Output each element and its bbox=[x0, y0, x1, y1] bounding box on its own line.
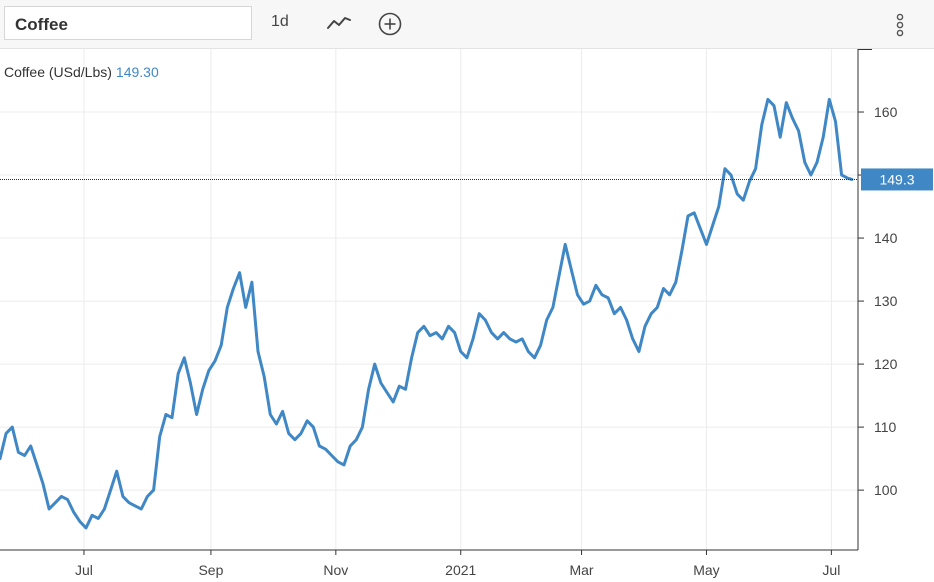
plus-circle-icon bbox=[378, 12, 402, 36]
more-menu-button[interactable] bbox=[892, 12, 908, 40]
price-chart[interactable]: Jul Sep Nov 2021 Mar May Jul 100 110 120 130 140 16… bbox=[0, 49, 934, 582]
y-tick-label: 160 bbox=[874, 104, 898, 120]
chart-legend: Coffee (USd/Lbs) 149.30 bbox=[4, 64, 159, 80]
y-axis: 100 110 120 130 140 160 bbox=[857, 49, 898, 550]
x-axis: Jul Sep Nov 2021 Mar May Jul bbox=[0, 549, 858, 578]
chart-grid bbox=[0, 49, 858, 550]
last-price-marker: 149.3 bbox=[0, 168, 933, 191]
x-tick-label: Jul bbox=[822, 562, 840, 578]
legend-label: Coffee (USd/Lbs) bbox=[4, 64, 112, 80]
price-series bbox=[0, 97, 854, 530]
last-price-label: 149.3 bbox=[879, 171, 914, 187]
add-indicator-button[interactable] bbox=[378, 12, 402, 36]
y-tick-label: 140 bbox=[874, 230, 898, 246]
line-chart-icon bbox=[327, 17, 351, 29]
chart-toolbar: Coffee 1d bbox=[0, 0, 934, 49]
x-tick-label: Mar bbox=[569, 562, 593, 578]
y-tick-label: 110 bbox=[874, 419, 897, 435]
interval-button[interactable]: 1d bbox=[271, 13, 289, 30]
chart-type-button[interactable] bbox=[326, 12, 352, 34]
x-tick-label: Jul bbox=[75, 562, 93, 578]
legend-value: 149.30 bbox=[115, 64, 159, 80]
x-tick-label: 2021 bbox=[445, 562, 476, 578]
vertical-dots-icon bbox=[896, 13, 904, 37]
symbol-input[interactable]: Coffee bbox=[4, 6, 252, 40]
price-line bbox=[0, 97, 854, 530]
y-tick-label: 100 bbox=[874, 482, 898, 498]
x-tick-label: Sep bbox=[198, 562, 223, 578]
y-tick-label: 120 bbox=[874, 356, 898, 372]
last-price-badge bbox=[861, 168, 933, 191]
x-tick-label: May bbox=[693, 562, 719, 578]
x-tick-label: Nov bbox=[323, 562, 348, 578]
y-tick-label: 130 bbox=[874, 293, 898, 309]
